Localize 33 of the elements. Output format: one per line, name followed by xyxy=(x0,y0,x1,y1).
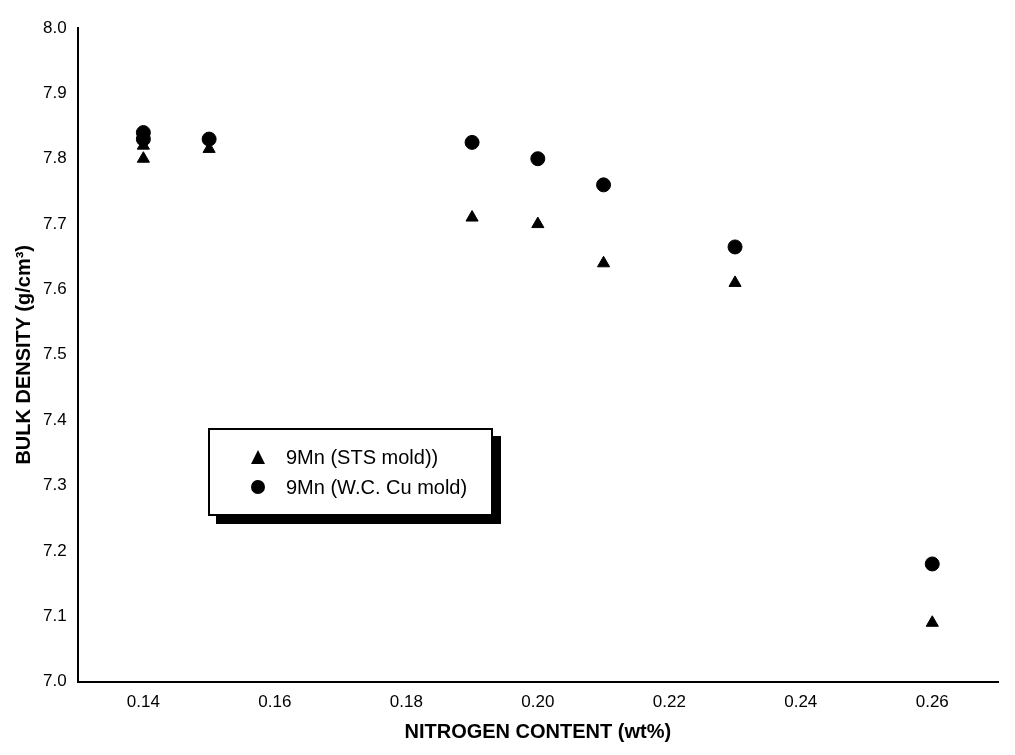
y-tick-label: 8.0 xyxy=(42,17,67,37)
point xyxy=(531,216,545,229)
y-tick-label: 7.0 xyxy=(42,671,67,691)
x-tick-label: 0.26 xyxy=(915,692,949,712)
point xyxy=(465,210,479,222)
x-tick-label: 0.16 xyxy=(258,692,292,712)
point xyxy=(728,275,742,287)
x-tick-label: 0.22 xyxy=(652,692,686,712)
point xyxy=(464,134,480,150)
point xyxy=(727,239,743,255)
y-tick-label: 7.4 xyxy=(42,409,67,429)
legend-label: 9Mn (W.C. Cu mold) xyxy=(286,475,468,500)
point xyxy=(597,255,611,268)
y-tick-label: 7.7 xyxy=(42,213,67,233)
y-tick-label: 7.8 xyxy=(42,148,67,168)
point xyxy=(925,615,939,627)
y-tick-label: 7.9 xyxy=(42,83,67,103)
point xyxy=(136,151,150,163)
point xyxy=(924,556,940,572)
y-axis-title: BULK DENSITY (g/cm³) xyxy=(11,244,34,465)
x-tick-label: 0.20 xyxy=(521,692,555,712)
legend-label: 9Mn (STS mold)) xyxy=(286,445,439,470)
point xyxy=(530,151,546,167)
point xyxy=(596,177,612,193)
x-tick-label: 0.18 xyxy=(389,692,423,712)
y-tick-label: 7.2 xyxy=(42,540,67,560)
x-tick-label: 0.14 xyxy=(126,692,160,712)
x-axis-title: NITROGEN CONTENT (wt%) xyxy=(404,719,672,742)
y-tick-label: 7.5 xyxy=(42,344,67,364)
y-tick-label: 7.1 xyxy=(42,605,67,625)
y-tick-label: 7.6 xyxy=(42,279,67,299)
x-tick-label: 0.24 xyxy=(784,692,818,712)
y-tick-label: 7.3 xyxy=(42,475,67,495)
